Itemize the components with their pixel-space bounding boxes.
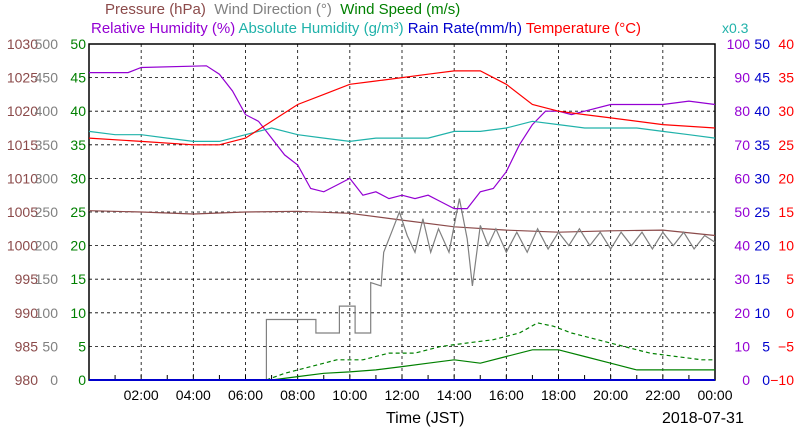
temperature-tick-label: 30	[778, 103, 794, 119]
wind-speed-tick-label: 10	[70, 305, 86, 321]
x-tick-label: 02:00	[124, 387, 159, 403]
series-line-absolute-humidity-g-m	[88, 120, 716, 143]
temperature-tick-label: 0	[786, 305, 794, 321]
relative-humidity-tick-label: 60	[734, 170, 750, 186]
wind-speed-tick-label: 35	[70, 137, 86, 153]
pressure-tick-label: 1020	[7, 103, 38, 119]
rain-rate-tick-label: 5	[762, 338, 770, 354]
wind-speed-tick-label: 50	[70, 36, 86, 52]
temperature-tick-label: 5	[786, 271, 794, 287]
wind-direction-tick-label: 400	[35, 103, 59, 119]
x-tick-label: 10:00	[332, 387, 367, 403]
date-label: 2018-07-31	[662, 410, 744, 427]
x-tick-label: 22:00	[645, 387, 680, 403]
legend-wind-speed: Wind Speed (m/s)	[331, 1, 461, 18]
rain-rate-tick-label: 45	[754, 70, 770, 86]
x-tick-label: 16:00	[489, 387, 524, 403]
pressure-tick-label: 1005	[7, 204, 38, 220]
rain-rate-tick-label: 20	[754, 238, 770, 254]
legend-absolute-humidity: Absolute Humidity (g/m³)	[235, 20, 404, 37]
rain-rate-tick-label: 30	[754, 170, 770, 186]
x-axis-title: Time (JST)	[386, 410, 465, 427]
wind-direction-tick-label: 450	[35, 70, 59, 86]
x-tick-label: 04:00	[176, 387, 211, 403]
rain-rate-tick-label: 40	[754, 103, 770, 119]
series-line-temperature-c	[88, 70, 716, 146]
rain-rate-tick-label: 0	[762, 372, 770, 388]
x-tick-label: 08:00	[280, 387, 315, 403]
series-line-wind-direction	[265, 198, 716, 380]
relative-humidity-tick-label: 50	[734, 204, 750, 220]
wind-speed-tick-label: 0	[78, 372, 86, 388]
pressure-tick-label: 990	[15, 305, 39, 321]
rain-rate-tick-label: 50	[754, 36, 770, 52]
relative-humidity-tick-label: 90	[734, 70, 750, 86]
temperature-tick-label: 35	[778, 70, 794, 86]
legend-relative-humidity: Relative Humidity (%)	[91, 20, 236, 37]
series-line-wind-speed-gust-m-s	[266, 322, 715, 381]
temperature-tick-label: 40	[778, 36, 794, 52]
wind-speed-tick-label: 40	[70, 103, 86, 119]
relative-humidity-tick-label: 80	[734, 103, 750, 119]
temperature-tick-label: 25	[778, 137, 794, 153]
legend-pressure: Pressure (hPa)	[105, 1, 206, 18]
series-line-relative-humidity	[89, 65, 716, 210]
pressure-tick-label: 1000	[7, 238, 38, 254]
relative-humidity-tick-label: 70	[734, 137, 750, 153]
x-tick-label: 20:00	[593, 387, 628, 403]
pressure-tick-label: 1015	[7, 137, 38, 153]
temperature-tick-label: 15	[778, 204, 794, 220]
x-tick-label: 12:00	[384, 387, 419, 403]
legend-row-2: Relative Humidity (%) Absolute Humidity …	[91, 20, 641, 37]
temperature-tick-label: −5	[778, 338, 794, 354]
wind-speed-tick-label: 20	[70, 238, 86, 254]
scale-note: x0.3	[722, 20, 749, 36]
x-tick-label: 18:00	[541, 387, 576, 403]
wind-direction-tick-label: 500	[35, 36, 59, 52]
pressure-tick-label: 985	[15, 338, 39, 354]
wind-direction-tick-label: 300	[35, 170, 59, 186]
relative-humidity-tick-label: 40	[734, 238, 750, 254]
wind-direction-tick-label: 50	[42, 338, 58, 354]
x-tick-label: 06:00	[228, 387, 263, 403]
wind-speed-tick-label: 25	[70, 204, 86, 220]
x-tick-label: 00:00	[697, 387, 732, 403]
legend-wind-direction: Wind Direction (°)	[205, 1, 332, 18]
wind-direction-tick-label: 100	[35, 305, 59, 321]
wind-direction-tick-label: 200	[35, 238, 59, 254]
wind-direction-tick-label: 150	[35, 271, 59, 287]
wind-speed-tick-label: 5	[78, 338, 86, 354]
pressure-tick-label: 995	[15, 271, 39, 287]
pressure-tick-label: 1025	[7, 70, 38, 86]
wind-speed-tick-label: 15	[70, 271, 86, 287]
wind-speed-tick-label: 45	[70, 70, 86, 86]
temperature-tick-label: 20	[778, 170, 794, 186]
legend-row-1: Pressure (hPa) Wind Direction (°) Wind S…	[105, 1, 460, 18]
legend-rain-rate: Rain Rate(mm/h)	[403, 20, 522, 37]
wind-speed-tick-label: 30	[70, 170, 86, 186]
wind-direction-tick-label: 250	[35, 204, 59, 220]
relative-humidity-tick-label: 0	[742, 372, 750, 388]
rain-rate-tick-label: 15	[754, 271, 770, 287]
rain-rate-tick-label: 35	[754, 137, 770, 153]
wind-direction-tick-label: 350	[35, 137, 59, 153]
rain-rate-tick-label: 25	[754, 204, 770, 220]
temperature-tick-label: 10	[778, 238, 794, 254]
rain-rate-tick-label: 10	[754, 305, 770, 321]
wind-direction-tick-label: 0	[50, 372, 58, 388]
legend-temperature: Temperature (°C)	[521, 20, 642, 37]
pressure-tick-label: 1010	[7, 170, 38, 186]
relative-humidity-tick-label: 30	[734, 271, 750, 287]
series-line-wind-speed-m-s	[89, 349, 715, 381]
relative-humidity-tick-label: 100	[727, 36, 751, 52]
pressure-tick-label: 1030	[7, 36, 38, 52]
relative-humidity-tick-label: 20	[734, 305, 750, 321]
temperature-tick-label: −10	[770, 372, 794, 388]
pressure-tick-label: 980	[15, 372, 39, 388]
relative-humidity-tick-label: 10	[734, 338, 750, 354]
x-tick-label: 14:00	[437, 387, 472, 403]
